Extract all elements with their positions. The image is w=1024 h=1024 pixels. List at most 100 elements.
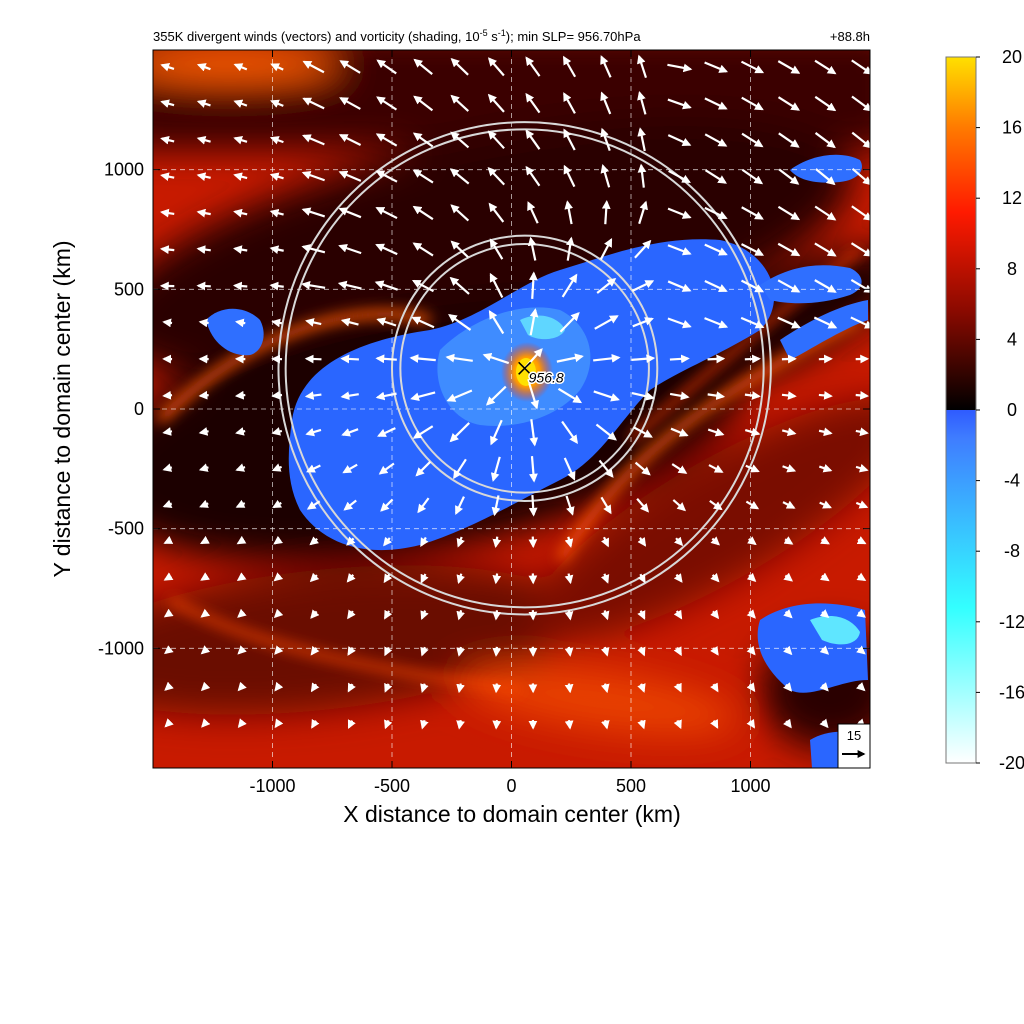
wind-vector xyxy=(528,382,539,410)
wind-vector xyxy=(160,172,175,181)
forecast-time-label: +88.8h xyxy=(830,29,870,44)
wind-vector xyxy=(600,610,610,621)
wind-vector xyxy=(637,610,646,620)
wind-vector xyxy=(198,390,209,400)
wind-vector xyxy=(564,646,574,657)
y-axis-label: Y distance to domain center (km) xyxy=(49,240,75,577)
wind-vector xyxy=(237,608,247,618)
wind-vector xyxy=(339,60,361,74)
wind-vector xyxy=(564,610,574,621)
wind-vector xyxy=(450,94,470,112)
wind-vector xyxy=(704,279,728,293)
wind-vector xyxy=(233,208,248,218)
wind-vector xyxy=(487,167,506,186)
wind-vector xyxy=(667,63,693,73)
wind-vector xyxy=(301,207,326,218)
wind-vector xyxy=(561,420,578,444)
wind-vector xyxy=(310,682,320,693)
wind-vector xyxy=(160,99,175,108)
wind-vector xyxy=(305,318,322,327)
wind-vector xyxy=(745,464,760,473)
wind-vector xyxy=(815,168,836,186)
radius-ring xyxy=(399,243,650,494)
wind-vector xyxy=(529,419,539,447)
wind-vector xyxy=(233,245,248,254)
wind-vector xyxy=(383,573,393,584)
colorbar-tick-label: -16 xyxy=(999,682,1024,702)
wind-vector xyxy=(557,387,583,404)
wind-vector xyxy=(160,63,175,72)
wind-vector xyxy=(196,208,211,218)
wind-vector xyxy=(855,500,869,509)
wind-vector xyxy=(528,495,538,517)
wind-vector xyxy=(564,719,574,730)
wind-vector xyxy=(270,99,284,108)
wind-vector xyxy=(201,718,211,728)
wind-vector xyxy=(338,207,362,219)
wind-vector xyxy=(492,683,502,694)
wind-vector xyxy=(667,207,692,219)
wind-vector xyxy=(783,572,793,582)
wind-vector xyxy=(269,208,284,218)
wind-vector xyxy=(593,390,620,402)
wind-vector xyxy=(741,243,765,256)
wind-vector xyxy=(746,682,756,693)
wind-vector xyxy=(309,572,320,583)
wind-vector xyxy=(710,536,720,546)
wind-vector xyxy=(198,427,209,436)
wind-vector xyxy=(450,57,469,76)
wind-vector xyxy=(375,354,397,364)
colorbar-tick-label: -8 xyxy=(1004,541,1020,561)
wind-vector xyxy=(347,719,356,730)
wind-vector xyxy=(420,573,429,584)
wind-vector xyxy=(637,54,648,79)
wind-vector xyxy=(346,536,356,546)
wind-vector xyxy=(196,245,211,254)
wind-vector xyxy=(269,172,284,181)
wind-vector xyxy=(271,390,283,400)
wind-vector xyxy=(159,245,175,254)
wind-vector xyxy=(563,128,576,151)
wind-vector xyxy=(236,572,247,582)
wind-vector xyxy=(376,59,397,75)
wind-vector xyxy=(236,535,247,545)
wind-vector xyxy=(415,460,432,477)
x-tick-label: 0 xyxy=(506,776,516,796)
wind-vector xyxy=(637,719,646,730)
wind-vector xyxy=(411,316,435,329)
wind-vector xyxy=(420,719,429,730)
wind-vector xyxy=(196,99,211,108)
x-tick-label: 1000 xyxy=(730,776,770,796)
wind-vector xyxy=(850,242,870,257)
wind-vector xyxy=(196,281,211,291)
wind-vector xyxy=(309,536,319,546)
wind-vector xyxy=(490,456,501,482)
wind-vector xyxy=(704,169,727,184)
wind-vector xyxy=(601,536,610,548)
radius-rings xyxy=(277,121,772,616)
wind-vector xyxy=(420,610,429,621)
wind-vector xyxy=(377,427,396,437)
wind-vector xyxy=(851,167,870,186)
wind-vector xyxy=(814,95,837,112)
wind-vector xyxy=(819,609,830,619)
wind-vector xyxy=(710,645,719,656)
wind-vector xyxy=(453,458,467,480)
wind-vector xyxy=(412,242,434,257)
wind-vector xyxy=(783,718,792,729)
wind-vector xyxy=(820,536,830,545)
wind-vector xyxy=(482,352,510,365)
x-axis-label: X distance to domain center (km) xyxy=(343,801,680,827)
wind-vector xyxy=(273,608,284,619)
wind-vector xyxy=(850,316,870,329)
x-tick-label: -1000 xyxy=(249,776,295,796)
wind-vector xyxy=(746,718,755,729)
wind-vector xyxy=(450,131,470,149)
wind-vector xyxy=(302,60,325,74)
wind-vector xyxy=(746,572,757,582)
wind-vector xyxy=(199,499,209,508)
wind-vector xyxy=(704,61,729,73)
colorbar: 20 16 12 8 4 0 -4 -8 -12 -16 -20 xyxy=(945,47,1024,773)
wind-vector xyxy=(163,608,174,618)
